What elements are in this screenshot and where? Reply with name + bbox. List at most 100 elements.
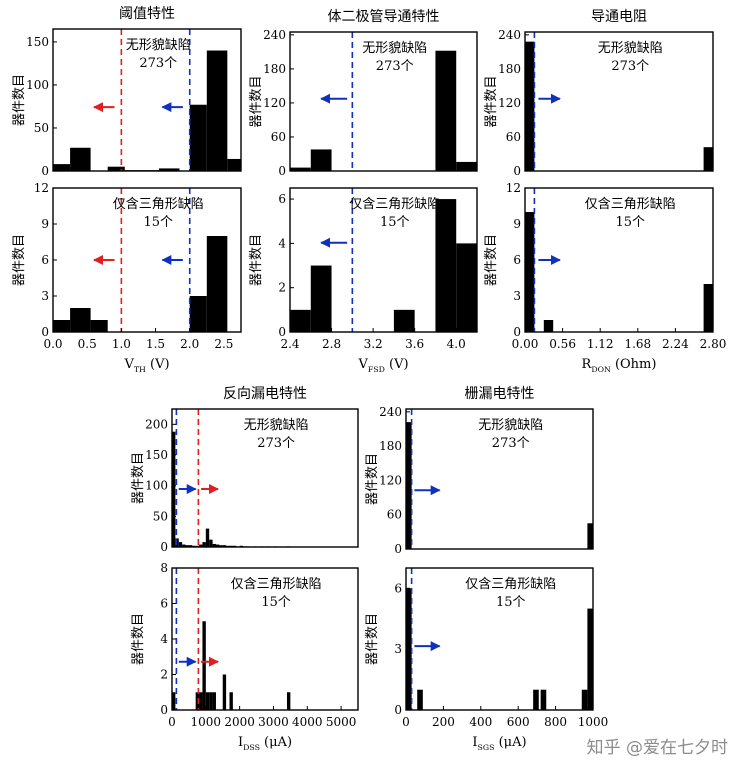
x-tick-label: 4000 <box>292 715 323 729</box>
y-tick-label: 6 <box>160 597 168 611</box>
plot-frame <box>524 31 714 172</box>
x-axis-label: ISGS (μA) <box>472 735 526 752</box>
x-tick-label: 2000 <box>224 715 255 729</box>
y-tick-label: 4 <box>278 236 286 250</box>
y-tick-label: 120 <box>263 96 286 110</box>
y-tick-label: 60 <box>506 130 521 144</box>
y-tick-label: 3 <box>41 289 49 303</box>
x-tick-label: 1000 <box>578 715 609 729</box>
y-tick-label: 120 <box>379 473 402 487</box>
annotation-text: 273个 <box>139 56 177 71</box>
x-tick-label: 3.6 <box>405 337 424 351</box>
x-tick-label: 1.12 <box>587 337 614 351</box>
chart-title: 栅漏电特性 <box>465 386 535 402</box>
y-tick-label: 100 <box>26 78 49 92</box>
bar <box>185 545 189 547</box>
bar <box>107 166 125 171</box>
bar <box>70 308 91 332</box>
bar <box>158 168 180 171</box>
bar <box>229 692 233 710</box>
bar <box>70 147 91 171</box>
bar <box>227 158 241 171</box>
bar <box>206 50 228 171</box>
annotation-text: 无形貌缺陷 <box>362 41 427 56</box>
annotation-text: 273个 <box>492 436 530 451</box>
x-tick-label: 400 <box>469 715 492 729</box>
bar <box>435 199 457 332</box>
bar <box>209 539 213 547</box>
annotation-text: 仅含三角形缺陷 <box>349 196 440 212</box>
x-tick-label: 1.68 <box>624 337 651 351</box>
bar <box>310 149 332 171</box>
y-tick-label: 180 <box>263 62 286 76</box>
x-tick-label: 2.4 <box>280 337 299 351</box>
x-tick-label: 2.80 <box>700 337 727 351</box>
bar <box>286 692 291 710</box>
x-tick-label: 2.5 <box>214 337 233 351</box>
bar <box>202 542 206 547</box>
watermark: 知乎 @爱在七夕时 <box>586 738 728 758</box>
y-tick-label: 0 <box>278 164 286 178</box>
y-tick-label: 0 <box>394 703 402 717</box>
bar <box>172 692 176 710</box>
y-tick-label: 12 <box>34 181 49 195</box>
y-tick-label: 4 <box>160 632 168 646</box>
chart-panel-rdon-tri: 0 3 6 9 12 0.00 0.56 1.12 1.68 2.24 2.80 器件数目 RDON (… <box>484 181 726 374</box>
y-tick-label: 60 <box>271 130 286 144</box>
y-axis-label: 器件数目 <box>12 234 27 286</box>
y-tick-label: 0 <box>160 703 168 717</box>
y-tick-label: 150 <box>145 448 168 462</box>
y-tick-label: 6 <box>41 253 49 267</box>
bar <box>703 284 713 332</box>
bar <box>212 543 216 547</box>
bar <box>195 692 200 710</box>
annotation-text: 无形貌缺陷 <box>478 418 543 433</box>
y-axis-label: 器件数目 <box>131 613 146 665</box>
x-tick-label: 3.2 <box>364 337 383 351</box>
y-tick-label: 180 <box>379 439 402 453</box>
bar <box>222 545 227 547</box>
bar <box>456 161 477 171</box>
chart-panel-idss-tri: 0 2 4 6 8 0 1000 2000 3000 4000 5000 器件数目 IDSS (μA) 仅… <box>131 561 359 752</box>
bar <box>172 431 176 547</box>
y-tick-label: 9 <box>513 217 521 231</box>
x-tick-label: 1.5 <box>146 337 165 351</box>
bar <box>310 265 332 332</box>
bar <box>199 692 203 710</box>
plot-frame <box>171 408 359 548</box>
bar <box>182 544 186 547</box>
y-axis-label: 器件数目 <box>484 234 499 286</box>
bar <box>581 689 588 710</box>
bar <box>525 41 535 171</box>
plot-frame <box>52 28 242 172</box>
bar <box>456 243 477 332</box>
annotation-text: 15个 <box>144 215 174 230</box>
y-axis-label: 器件数目 <box>365 453 380 505</box>
y-tick-label: 2 <box>278 281 286 295</box>
y-axis-label: 器件数目 <box>131 452 146 504</box>
chart-title: 导通电阻 <box>591 9 647 25</box>
y-tick-label: 240 <box>498 28 521 42</box>
y-tick-label: 0 <box>278 325 286 339</box>
x-axis-label: RDON (Ohm) <box>582 357 657 374</box>
bar <box>212 692 216 710</box>
x-tick-label: 2.0 <box>180 337 199 351</box>
bar <box>206 236 228 332</box>
bar <box>290 167 311 171</box>
x-tick-label: 1000 <box>191 715 222 729</box>
y-tick-label: 240 <box>379 405 402 419</box>
bar <box>540 689 547 710</box>
x-tick-label: 0.0 <box>43 337 62 351</box>
y-tick-label: 180 <box>498 62 521 76</box>
bar <box>178 542 183 547</box>
plot-frame <box>289 31 478 172</box>
annotation-text: 15个 <box>380 215 410 230</box>
bar <box>435 50 457 171</box>
x-tick-label: 0 <box>402 715 410 729</box>
bar <box>209 692 213 710</box>
annotation-text: 273个 <box>376 59 414 74</box>
y-tick-label: 0 <box>394 542 402 556</box>
